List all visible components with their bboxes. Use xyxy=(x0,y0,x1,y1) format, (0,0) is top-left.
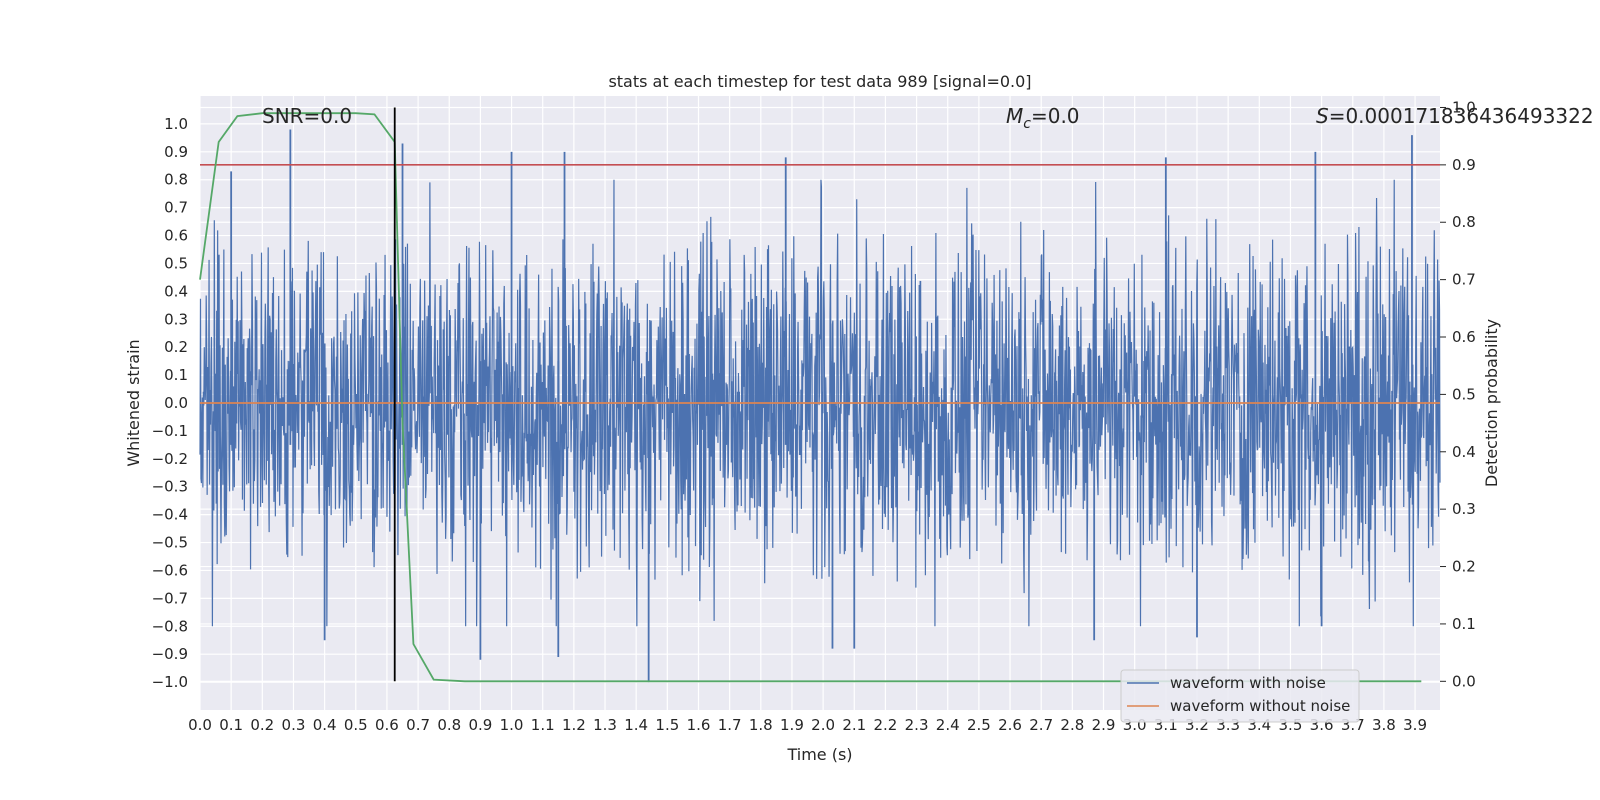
y-tick-label-left: 0.3 xyxy=(164,310,188,328)
y-tick-label-left: 0.8 xyxy=(164,171,188,189)
y-tick-label-right: 0.7 xyxy=(1452,271,1476,289)
y-tick-label-left: −0.1 xyxy=(152,422,188,440)
y-tick-label-right: 0.8 xyxy=(1452,213,1476,231)
y-tick-label-left: 0.5 xyxy=(164,254,188,272)
y-tick-label-right: 0.2 xyxy=(1452,558,1476,576)
x-tick-label: 2.1 xyxy=(842,716,866,734)
annotation-mc-sub: c xyxy=(1023,116,1031,132)
legend-label-noise: waveform with noise xyxy=(1170,674,1326,692)
annotation-s-value: =0.000171836436493322 xyxy=(1329,104,1594,128)
x-tick-label: 1.4 xyxy=(624,716,648,734)
x-tick-label: 0.1 xyxy=(219,716,243,734)
x-tick-label: 2.8 xyxy=(1060,716,1084,734)
x-tick-label: 1.6 xyxy=(687,716,711,734)
x-tick-label: 2.3 xyxy=(905,716,929,734)
y-tick-label-left: −0.5 xyxy=(152,534,188,552)
annotation-mc: Mc=0.0 xyxy=(1006,104,1080,132)
annotation-mc-symbol: M xyxy=(1006,104,1023,128)
x-tick-label: 0.3 xyxy=(282,716,306,734)
x-tick-label: 1.3 xyxy=(593,716,617,734)
y-tick-label-left: −0.7 xyxy=(152,589,188,607)
legend: waveform with noise waveform without noi… xyxy=(1120,669,1360,723)
y-tick-label-left: −0.3 xyxy=(152,478,188,496)
y-tick-label-left: −1.0 xyxy=(152,673,188,691)
y-tick-label-right: 0.0 xyxy=(1452,672,1476,690)
x-tick-label: 2.6 xyxy=(998,716,1022,734)
x-tick-label: 0.5 xyxy=(344,716,368,734)
y-tick-label-right: 0.4 xyxy=(1452,443,1476,461)
x-tick-label: 0.4 xyxy=(313,716,337,734)
y-axis-label-right: Detection probability xyxy=(1482,319,1501,487)
y-tick-label-left: −0.8 xyxy=(152,617,188,635)
noise-series-layer xyxy=(199,129,1441,683)
x-tick-label: 1.7 xyxy=(718,716,742,734)
annotation-s: S=0.000171836436493322 xyxy=(1316,104,1594,128)
y-tick-label-left: 1.0 xyxy=(164,115,188,133)
annotation-mc-value: =0.0 xyxy=(1031,104,1080,128)
y-tick-label-left: 0.4 xyxy=(164,282,188,300)
x-tick-label: 0.0 xyxy=(188,716,212,734)
chart-title: stats at each timestep for test data 989… xyxy=(608,72,1031,91)
y-tick-label-left: −0.2 xyxy=(152,450,188,468)
x-tick-label: 0.8 xyxy=(437,716,461,734)
x-tick-label: 2.4 xyxy=(936,716,960,734)
y-tick-label-right: 0.3 xyxy=(1452,500,1476,518)
y-tick-label-right: 1.0 xyxy=(1452,98,1476,116)
y-tick-label-left: 0.9 xyxy=(164,143,188,161)
x-tick-label: 2.2 xyxy=(873,716,897,734)
x-tick-label: 2.5 xyxy=(967,716,991,734)
detection-probability-line xyxy=(199,112,1422,683)
x-tick-label: 0.6 xyxy=(375,716,399,734)
y-tick-label-right: 0.9 xyxy=(1452,156,1476,174)
x-tick-label: 1.5 xyxy=(655,716,679,734)
y-tick-label-left: 0.7 xyxy=(164,199,188,217)
x-tick-label: 2.9 xyxy=(1092,716,1116,734)
x-tick-label: 3.9 xyxy=(1403,716,1427,734)
legend-label-clean: waveform without noise xyxy=(1170,697,1350,715)
y-tick-label-right: 0.1 xyxy=(1452,615,1476,633)
x-tick-label: 0.9 xyxy=(468,716,492,734)
y-tick-label-left: 0.2 xyxy=(164,338,188,356)
x-tick-label: 0.2 xyxy=(250,716,274,734)
y-tick-label-right: 0.6 xyxy=(1452,328,1476,346)
x-tick-label: 3.8 xyxy=(1372,716,1396,734)
legend-box xyxy=(1120,669,1360,723)
x-tick-label: 2.7 xyxy=(1029,716,1053,734)
annotation-snr: SNR=0.0 xyxy=(262,104,352,128)
x-axis-label: Time (s) xyxy=(786,745,852,764)
y-tick-label-left: 0.1 xyxy=(164,366,188,384)
y-tick-labels-left: 1.0 0.9 0.8 0.7 0.6 0.5 0.4 0.3 0.2 0.1 0.0 −0.1 −0.… xyxy=(152,115,188,691)
noise-series-line xyxy=(199,179,1441,627)
x-tick-label: 1.9 xyxy=(780,716,804,734)
y-tick-label-left: 0.6 xyxy=(164,227,188,245)
y-axis-label-left: Whitened strain xyxy=(124,339,143,466)
x-tick-label: 1.0 xyxy=(500,716,524,734)
y-tick-label-left: −0.6 xyxy=(152,561,188,579)
x-tick-label: 0.7 xyxy=(406,716,430,734)
y-tick-label-left: −0.9 xyxy=(152,645,188,663)
lines-layer xyxy=(199,107,1440,683)
y-tick-label-left: −0.4 xyxy=(152,506,188,524)
y-tick-label-left: 0.0 xyxy=(164,394,188,412)
x-tick-label: 1.1 xyxy=(531,716,555,734)
x-tick-label: 1.8 xyxy=(749,716,773,734)
x-tick-label: 1.2 xyxy=(562,716,586,734)
annotation-s-symbol: S xyxy=(1316,104,1329,128)
y-tick-label-right: 0.5 xyxy=(1452,385,1476,403)
x-tick-label: 2.0 xyxy=(811,716,835,734)
y-tick-labels-right: 1.0 0.9 0.8 0.7 0.6 0.5 0.4 0.3 0.2 0.1 0.0 xyxy=(1440,98,1476,690)
